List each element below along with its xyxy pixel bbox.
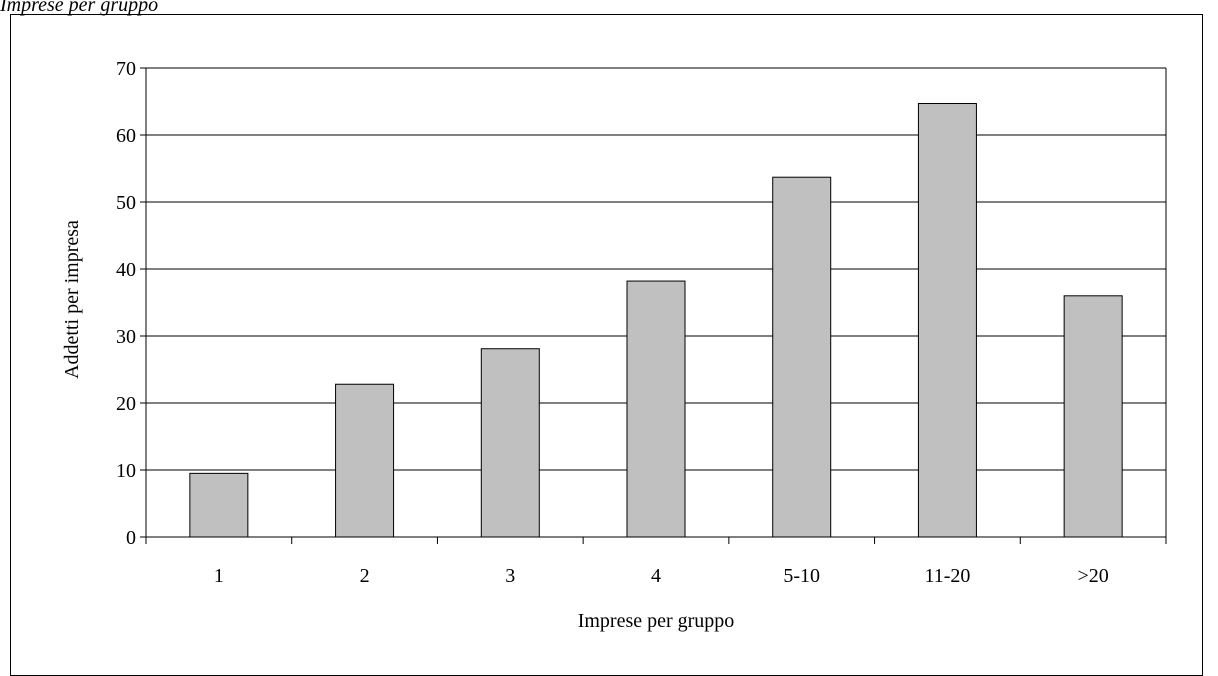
- y-axis-title: Addetti per impresa: [61, 220, 83, 379]
- y-tick-label: 30: [116, 326, 136, 348]
- x-tick-label: 11-20: [924, 565, 970, 587]
- y-tick-label: 50: [116, 192, 136, 214]
- x-tick-label: 1: [214, 565, 224, 587]
- bar-2: [335, 383, 395, 538]
- y-tick-label: 10: [116, 460, 136, 482]
- y-tick-labels: 0 10 20 30 40 50 60 70: [116, 58, 136, 549]
- y-tick-label: 20: [116, 393, 136, 415]
- x-tick-label: 5-10: [783, 565, 820, 587]
- y-tick-label: 40: [116, 259, 136, 281]
- x-axis-title: Imprese per gruppo: [578, 610, 735, 632]
- y-tick-label: 70: [116, 58, 136, 80]
- x-tick-label: >20: [1078, 565, 1109, 587]
- bar-3: [480, 348, 540, 538]
- bars: [189, 103, 1123, 538]
- bar-1: [189, 472, 249, 538]
- bar->20: [1063, 295, 1123, 538]
- x-tick-label: 4: [651, 565, 661, 587]
- axes: [140, 67, 1167, 544]
- y-tick-label: 0: [126, 527, 136, 549]
- x-tick-label: 3: [505, 565, 515, 587]
- bar-11-20: [917, 103, 977, 538]
- bar-5-10: [772, 176, 832, 538]
- y-tick-label: 60: [116, 125, 136, 147]
- top-caption: Imprese per gruppo: [0, 0, 159, 16]
- bar-4: [626, 280, 686, 538]
- x-tick-label: 2: [360, 565, 370, 587]
- x-tick-labels: 1 2 3 4 5-10 11-20 >20: [214, 565, 1109, 587]
